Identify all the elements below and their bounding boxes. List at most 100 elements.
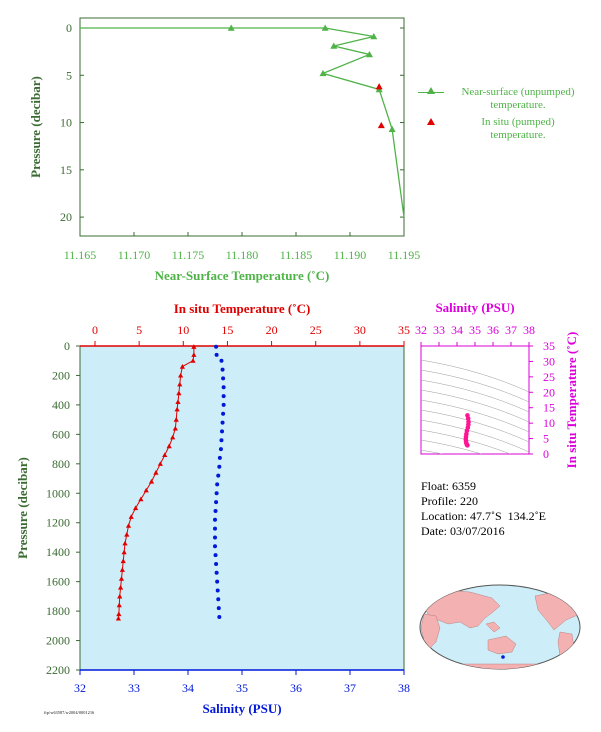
salinity-point xyxy=(214,570,219,575)
profile-y-tick-label: 200 xyxy=(52,368,70,382)
density-contour xyxy=(421,409,529,443)
salinity-point xyxy=(219,358,224,363)
salinity-point xyxy=(215,588,220,593)
ts-y-tick-label: 25 xyxy=(543,370,555,384)
salinity-tick-label: 37 xyxy=(344,681,356,695)
salinity-tick-label: 38 xyxy=(398,681,410,695)
salinity-point xyxy=(217,455,222,460)
temperature-point xyxy=(173,417,179,422)
top-y-tick-label: 0 xyxy=(66,21,72,35)
salinity-axis-label: Salinity (PSU) xyxy=(202,701,281,716)
profile-y-tick-label: 2200 xyxy=(46,663,70,677)
salinity-tick-label: 36 xyxy=(290,681,302,695)
unpumped-temperature-marker xyxy=(227,24,235,31)
ts-x-tick-label: 37 xyxy=(505,323,517,337)
temperature-point xyxy=(175,399,181,405)
temperature-point xyxy=(119,567,125,572)
unpumped-temperature-marker xyxy=(319,69,327,77)
salinity-point xyxy=(221,411,226,416)
temperature-point xyxy=(115,615,121,621)
pumped-temperature-marker xyxy=(377,121,385,129)
top-x-tick-label: 11.165 xyxy=(64,248,97,262)
ts-x-tick-label: 34 xyxy=(451,323,463,337)
ts-y-tick-label: 20 xyxy=(543,385,555,399)
ts-x-tick-label: 32 xyxy=(415,323,427,337)
temperature-point xyxy=(138,496,144,502)
temperature-point xyxy=(116,602,122,608)
temperature-tick-label: 5 xyxy=(136,323,142,337)
pumped-temperature-marker xyxy=(375,83,383,90)
unpumped-temperature-line xyxy=(80,27,405,218)
salinity-point xyxy=(213,517,217,522)
temperature-point xyxy=(174,406,180,412)
unpumped-temperature-marker xyxy=(388,125,396,132)
salinity-point xyxy=(217,464,222,469)
salinity-point xyxy=(216,597,221,602)
profile-y-tick-label: 600 xyxy=(52,427,70,441)
salinity-point xyxy=(213,544,217,549)
temperature-tick-label: 30 xyxy=(354,323,366,337)
unpumped-temperature-marker xyxy=(370,33,378,40)
temperature-point xyxy=(191,352,197,357)
date-label: Date: xyxy=(421,524,447,538)
temperature-point xyxy=(116,611,122,617)
top-x-axis-label: Near-Surface Temperature (˚C) xyxy=(155,268,330,283)
temperature-point xyxy=(177,381,183,387)
float-info-panel: Float: 6359 Profile: 220 Location: 47.7˚… xyxy=(421,479,546,539)
top-chart-series xyxy=(80,24,405,218)
salinity-point xyxy=(215,579,220,584)
legend-label-line2: temperature. xyxy=(490,129,546,141)
legend-triangle-icon xyxy=(427,87,435,94)
top-x-tick-label: 11.190 xyxy=(334,248,367,262)
ts-y-tick-label: 5 xyxy=(543,432,549,446)
density-contour xyxy=(421,399,529,433)
ts-density-contours xyxy=(421,359,529,454)
salinity-tick-label: 33 xyxy=(128,681,140,695)
top-x-tick-label: 11.195 xyxy=(388,248,421,262)
salinity-point xyxy=(215,482,220,487)
legend-label-line1: Near-surface (unpumped) xyxy=(461,86,575,98)
date-row: Date: 03/07/2016 xyxy=(421,524,546,539)
temperature-point xyxy=(121,549,127,555)
top-y-tick-label: 20 xyxy=(60,210,72,224)
world-map xyxy=(419,584,581,670)
float-row: Float: 6359 xyxy=(421,479,546,494)
temperature-point xyxy=(179,364,186,369)
temperature-axis-label: In situ Temperature (˚C) xyxy=(174,301,311,316)
temperature-point xyxy=(125,523,132,528)
temperature-point xyxy=(124,531,130,537)
unpumped-temperature-marker xyxy=(321,24,329,31)
density-contour xyxy=(421,429,511,454)
salinity-point xyxy=(213,535,217,540)
profile-chart-series xyxy=(115,344,226,621)
temperature-point xyxy=(172,425,178,431)
temperature-point xyxy=(162,452,168,458)
near-surface-temperature-chart: 11.165 11.170 11.175 11.180 11.185 11.190 11.1… xyxy=(28,17,421,283)
profile-y-tick-label: 0 xyxy=(64,339,70,353)
profile-y-tick-label: 1000 xyxy=(46,486,70,500)
salinity-tick-label: 34 xyxy=(182,681,194,695)
salinity-point xyxy=(221,394,226,399)
temperature-point xyxy=(133,505,139,511)
temperature-point xyxy=(118,584,124,590)
float-location-marker xyxy=(501,655,505,659)
temperature-tick-label: 25 xyxy=(310,323,322,337)
ts-point xyxy=(465,443,470,448)
salinity-tick-label: 32 xyxy=(74,681,86,695)
temperature-tick-label: 0 xyxy=(92,323,98,337)
profile-y-tick-label: 1600 xyxy=(46,575,70,589)
temperature-point xyxy=(117,593,123,599)
salinity-point xyxy=(221,385,226,390)
profile-y-tick-label: 800 xyxy=(52,457,70,471)
density-contour xyxy=(421,369,529,403)
ts-right-axis-label: In situ Temperature (˚C) xyxy=(564,332,579,469)
float-value: 6359 xyxy=(452,479,477,493)
profile-plot-background xyxy=(79,345,405,671)
ts-x-tick-label: 35 xyxy=(469,323,481,337)
temperature-point xyxy=(148,478,155,484)
top-x-tick-label: 11.185 xyxy=(280,248,313,262)
temperature-point xyxy=(191,344,197,349)
temperature-point xyxy=(176,390,182,396)
salinity-point xyxy=(219,438,224,443)
